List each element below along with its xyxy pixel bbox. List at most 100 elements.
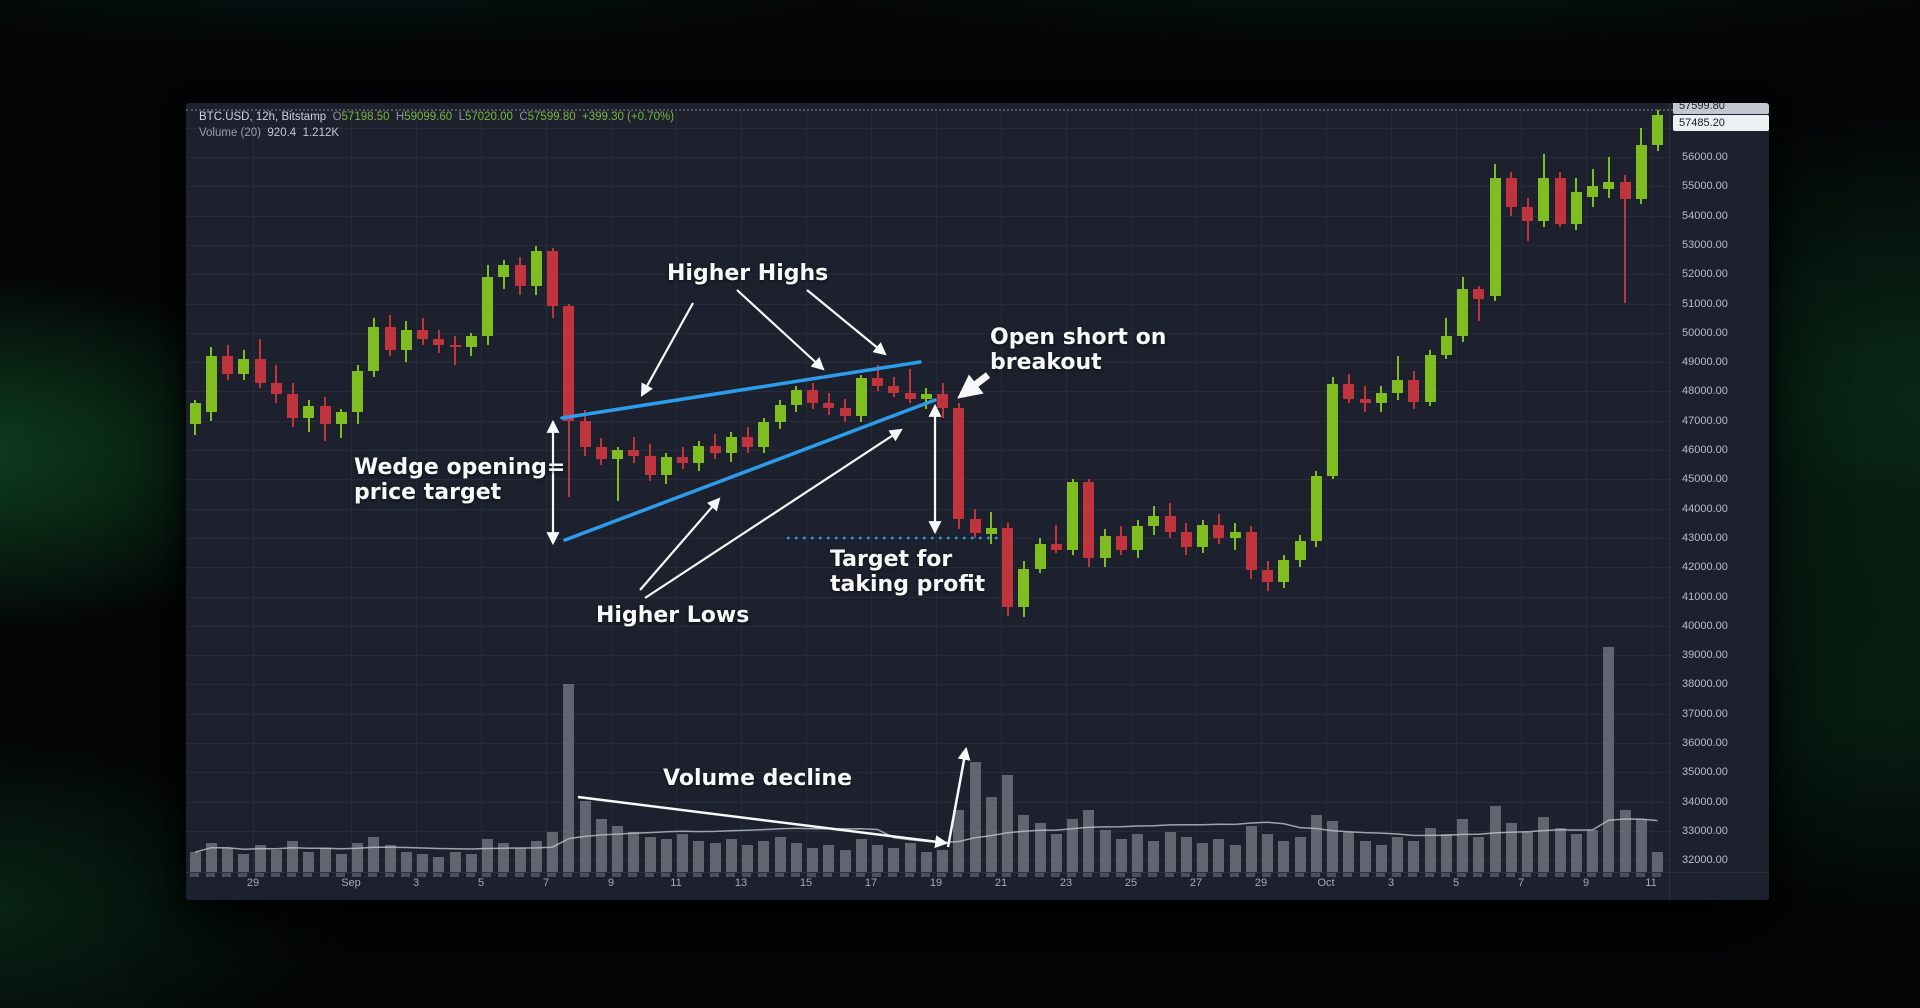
time-axis-tick [1229,873,1239,877]
volume-bar [1505,823,1517,872]
candle-down [904,392,916,399]
time-axis-tick [1067,873,1076,877]
price-axis-label: 33000.00 [1682,824,1728,837]
volume-bar [790,843,802,872]
candle-up [1635,145,1647,200]
symbol-legend[interactable]: BTC.USD, 12h, Bitstamp O57198.50 H59099.… [199,111,674,123]
candle-down [953,407,965,519]
time-axis-tick [254,873,264,877]
volume-bar [563,684,575,872]
gridline-horizontal [186,127,1669,129]
candle-down [254,359,266,383]
time-axis-tick [465,873,475,877]
time-axis-tick [579,873,589,877]
volume-bar [1489,805,1501,872]
price-axis-label: 37000.00 [1682,707,1728,720]
time-axis-tick [839,873,849,877]
volume-bar [774,836,786,872]
gridline-vertical [1066,110,1067,872]
volume-bar [287,841,298,872]
time-axis-tick [238,873,248,877]
price-axis-label: 35000.00 [1682,766,1728,779]
candle-wick [1396,356,1399,401]
time-axis-tick [985,873,995,877]
time-axis-tick [1050,873,1060,877]
time-axis-tick [1375,873,1385,877]
candle-wick [454,335,456,366]
time-axis-tick [368,873,378,877]
candle-down [1115,536,1127,550]
candle-up [1327,384,1338,477]
time-axis-tick [904,873,914,877]
time-axis-label: 3 [412,877,420,889]
volume-bar [1408,841,1420,872]
gridline-vertical [416,110,417,872]
time-axis-tick [417,873,426,877]
candle-up [660,457,672,475]
time-axis-tick [352,873,361,877]
candle-down [872,378,883,386]
candle-down [628,450,640,456]
volume-bar [1424,827,1436,872]
candle-wick [1624,174,1626,304]
time-axis-tick [1392,873,1401,877]
time-axis-tick [677,873,686,877]
time-axis-tick [1132,873,1141,877]
time-axis-tick [807,873,816,877]
volume-bar [1197,843,1208,872]
time-axis-tick [303,873,313,877]
time-axis-tick [498,873,508,877]
volume-bar [839,849,851,872]
time-axis-tick [1083,873,1093,877]
candle-up [498,265,510,278]
volume-bar [335,854,347,872]
price-badge-last: 57485.20 [1673,115,1769,131]
time-axis-label: 9 [607,877,615,889]
candle-up [1229,532,1241,538]
time-axis-label: 23 [1059,877,1073,889]
candle-up [465,335,477,348]
candle-up [693,445,705,464]
volume-bar [205,843,217,872]
time-axis-tick [563,873,573,877]
time-axis-tick [855,873,865,877]
candle-wick [1607,157,1610,199]
volume-bar [1473,836,1485,872]
price-axis-label: 49000.00 [1682,356,1728,369]
candle-up [725,436,737,453]
volume-bar [433,856,445,872]
volume-bar [1083,810,1095,872]
open-short-label: Open short on breakout [990,325,1166,375]
volume-bar [1018,814,1030,872]
candle-up [790,389,802,405]
price-axis-label: 36000.00 [1682,737,1728,749]
gridline-horizontal [186,625,1669,627]
gridline-vertical [1131,110,1132,872]
time-axis-tick [1018,873,1028,877]
time-axis-tick [1164,873,1174,877]
time-axis-tick [1115,873,1125,877]
candle-up [1197,524,1208,547]
volume-legend[interactable]: Volume (20) 920.4 1.212K [199,127,339,139]
time-axis-tick [1440,873,1450,877]
gridline-vertical [1001,110,1002,872]
gridline-vertical [1391,110,1392,872]
price-axis-label: 34000.00 [1682,795,1728,808]
volume-bar [1457,818,1468,872]
price-axis-border [1669,103,1670,900]
price-axis-label: 47000.00 [1682,414,1728,427]
candle-down [1359,398,1371,404]
chart-panel[interactable]: BTC.USD, 12h, Bitstamp O57198.50 H59099.… [186,103,1769,900]
candle-up [774,404,786,423]
volume-bar [855,838,867,872]
candle-wick [1055,524,1058,553]
higher-lows-label: Higher Lows [596,603,750,628]
gridline-horizontal [186,157,1669,158]
time-axis-label: 21 [994,877,1008,889]
time-axis-label: 15 [799,877,813,889]
price-axis-label: 51000.00 [1682,297,1728,310]
candle-up [1294,540,1306,560]
volume-bar [547,832,558,872]
candle-up [1067,482,1078,550]
